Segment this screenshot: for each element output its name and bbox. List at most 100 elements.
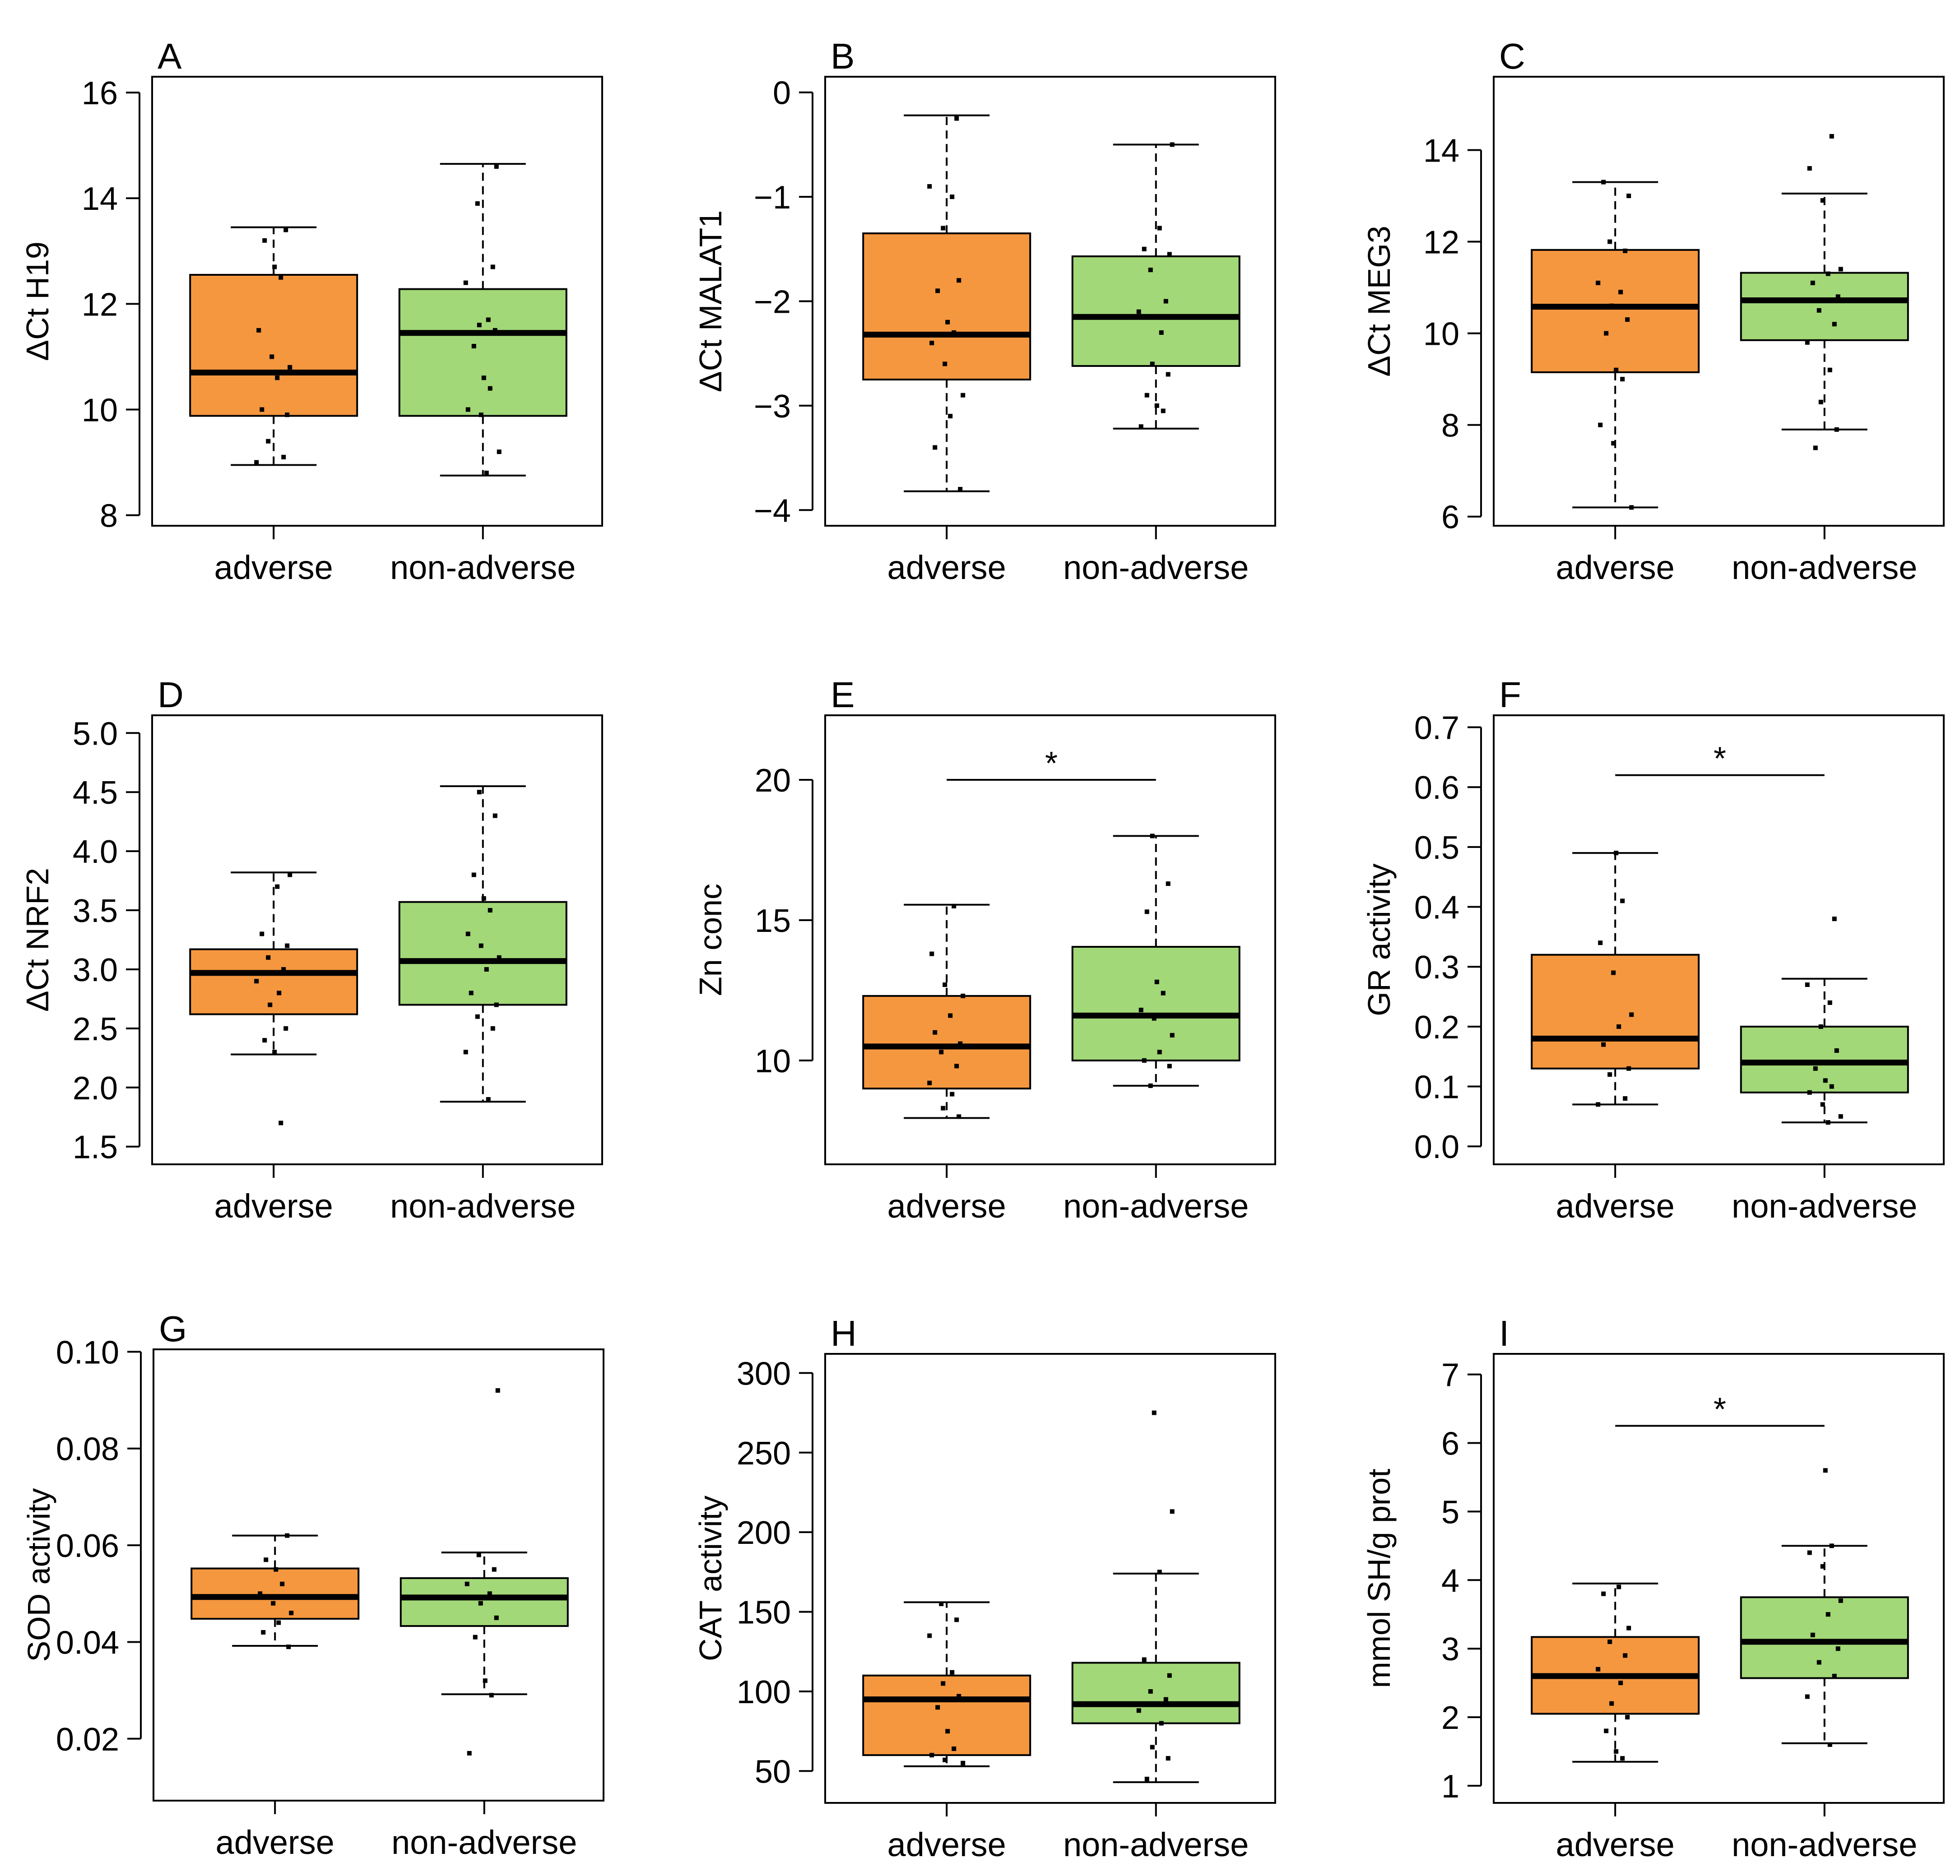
data-point (1838, 1114, 1843, 1119)
data-point (488, 908, 492, 913)
data-point (941, 1681, 946, 1686)
data-point (254, 460, 259, 465)
data-point (1832, 917, 1837, 922)
data-point (1807, 166, 1812, 171)
data-point (941, 226, 946, 231)
y-axis-label: SOD activity (21, 1488, 56, 1662)
iqr-box (1071, 946, 1240, 1061)
plot-frame (1493, 76, 1945, 527)
y-tick-label: 100 (737, 1674, 791, 1710)
data-point (961, 393, 966, 398)
significance-marker: * (1714, 1392, 1726, 1428)
data-point (1807, 1090, 1812, 1095)
data-point (952, 330, 957, 335)
data-point (486, 317, 491, 322)
y-tick-label: 0.5 (1414, 830, 1459, 866)
data-point (1604, 1728, 1609, 1733)
data-point (1620, 1756, 1625, 1761)
data-point (465, 931, 470, 936)
data-point (1596, 1102, 1601, 1107)
iqr-box (1531, 249, 1700, 373)
panel-label: I (1499, 1313, 1509, 1353)
y-tick-label: 0.6 (1414, 770, 1459, 806)
data-point (1816, 308, 1821, 313)
data-point (1161, 408, 1166, 413)
y-tick-label: 7 (1441, 1357, 1459, 1394)
plot-frame (151, 76, 603, 527)
data-point (494, 164, 499, 169)
data-point (497, 449, 502, 454)
y-tick-label: 12 (82, 287, 118, 323)
data-point (285, 412, 290, 417)
x-tick-label: non-adverse (1732, 1826, 1917, 1863)
data-point (276, 1620, 281, 1625)
data-point (473, 1635, 478, 1640)
data-point (285, 943, 290, 948)
data-point (1616, 1584, 1621, 1589)
data-point (275, 375, 280, 380)
data-point (1805, 982, 1810, 987)
data-point (494, 1002, 499, 1007)
data-point (1823, 1078, 1828, 1083)
y-tick-label: 50 (755, 1754, 791, 1790)
panel-label: A (158, 36, 182, 76)
data-point (1816, 1660, 1821, 1665)
y-tick-label: 0.2 (1414, 1010, 1459, 1046)
data-point (258, 1591, 263, 1596)
data-point (945, 320, 950, 324)
data-point (1167, 252, 1172, 257)
plot-frame (153, 1348, 604, 1802)
y-tick-label: 200 (737, 1515, 791, 1551)
data-point (1596, 280, 1601, 285)
box-non-adverse: non-adverse (1063, 142, 1249, 586)
x-tick-label: non-adverse (1063, 549, 1249, 586)
y-tick-label: 2.5 (73, 1011, 118, 1047)
data-point (943, 1757, 947, 1762)
iqr-box (1071, 1662, 1240, 1724)
data-point (475, 201, 480, 206)
data-point (484, 967, 489, 972)
data-point (1805, 340, 1810, 345)
data-point (1829, 1543, 1834, 1548)
iqr-box (190, 1567, 360, 1620)
data-point (1827, 367, 1832, 372)
data-point (1626, 193, 1631, 198)
data-point (266, 439, 271, 444)
x-tick-label: adverse (887, 1826, 1006, 1863)
data-point (478, 943, 483, 948)
data-point (1823, 1468, 1828, 1473)
data-point (939, 1050, 944, 1055)
data-point (1601, 180, 1606, 185)
plot-frame (824, 1353, 1276, 1804)
box-adverse: adverse (862, 903, 1031, 1225)
data-point (467, 1751, 472, 1756)
data-point (1601, 1042, 1606, 1047)
data-point (1620, 377, 1625, 382)
data-point (492, 328, 497, 333)
data-point (1626, 1626, 1631, 1630)
data-point (280, 1581, 285, 1586)
y-tick-label: 0.08 (56, 1431, 119, 1468)
data-point (274, 1567, 279, 1572)
y-tick-label: −4 (754, 493, 791, 529)
y-tick-label: 20 (755, 763, 791, 799)
data-point (1152, 1410, 1156, 1415)
y-tick-label: 300 (737, 1356, 791, 1392)
panel-label: F (1499, 675, 1521, 715)
iqr-box (398, 288, 567, 417)
data-point (1144, 393, 1149, 398)
data-point (481, 896, 486, 901)
panel-label: G (159, 1309, 187, 1349)
data-point (1166, 372, 1170, 377)
data-point (1167, 1064, 1172, 1069)
data-point (272, 264, 277, 269)
data-point (279, 1121, 283, 1126)
data-point (483, 1678, 488, 1683)
data-point (289, 1611, 294, 1616)
data-point (1607, 1072, 1612, 1077)
data-point (1625, 317, 1630, 322)
data-point (1623, 1653, 1628, 1658)
box-adverse: adverse (189, 871, 358, 1225)
box-non-adverse: non-adverse (1063, 1410, 1249, 1863)
